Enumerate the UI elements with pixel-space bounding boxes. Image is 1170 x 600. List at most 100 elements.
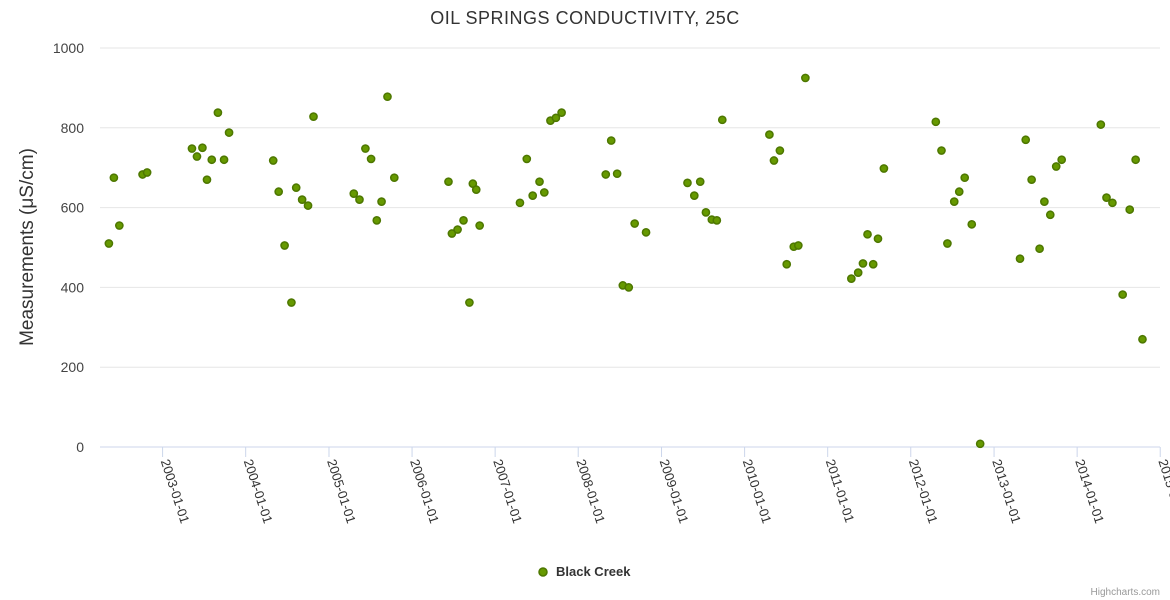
- data-point[interactable]: [104, 239, 114, 248]
- data-point[interactable]: [297, 195, 307, 204]
- data-point[interactable]: [695, 177, 705, 187]
- data-point[interactable]: [801, 73, 810, 83]
- y-axis-ticks: 0 200 400 600 800 1000: [53, 40, 84, 455]
- data-point[interactable]: [847, 274, 856, 283]
- data-point[interactable]: [641, 227, 651, 237]
- data-point[interactable]: [459, 216, 468, 225]
- data-point[interactable]: [207, 155, 217, 165]
- data-point[interactable]: [612, 169, 622, 179]
- data-point[interactable]: [793, 241, 803, 250]
- data-point[interactable]: [630, 219, 640, 228]
- data-point[interactable]: [717, 115, 727, 125]
- data-point[interactable]: [1131, 155, 1140, 165]
- data-point[interactable]: [557, 108, 566, 117]
- data-point[interactable]: [471, 185, 481, 194]
- data-point[interactable]: [383, 92, 392, 102]
- data-point[interactable]: [1015, 254, 1025, 264]
- data-point[interactable]: [769, 156, 779, 165]
- data-point[interactable]: [114, 221, 124, 230]
- data-point[interactable]: [515, 198, 525, 208]
- data-point[interactable]: [551, 113, 561, 123]
- data-point[interactable]: [931, 117, 941, 127]
- data-point[interactable]: [309, 112, 318, 121]
- data-point[interactable]: [287, 298, 296, 307]
- data-point[interactable]: [853, 268, 863, 277]
- data-point[interactable]: [967, 220, 977, 229]
- data-point[interactable]: [765, 130, 774, 139]
- data-point[interactable]: [1021, 135, 1031, 145]
- data-point[interactable]: [202, 175, 212, 185]
- data-point[interactable]: [606, 136, 616, 145]
- data-point[interactable]: [366, 154, 376, 164]
- data-point[interactable]: [949, 197, 959, 206]
- data-point[interactable]: [863, 229, 872, 239]
- data-point[interactable]: [1102, 193, 1111, 202]
- data-point[interactable]: [1138, 334, 1147, 344]
- data-point[interactable]: [198, 143, 207, 153]
- data-point[interactable]: [465, 298, 474, 307]
- data-point[interactable]: [528, 191, 538, 200]
- data-point[interactable]: [858, 259, 868, 268]
- data-point[interactable]: [943, 239, 952, 248]
- data-point[interactable]: [219, 155, 229, 165]
- data-point[interactable]: [303, 201, 313, 210]
- data-point[interactable]: [937, 146, 946, 155]
- data-point[interactable]: [447, 229, 457, 238]
- data-point[interactable]: [975, 439, 985, 449]
- data-point[interactable]: [1125, 205, 1135, 214]
- data-point[interactable]: [192, 152, 202, 161]
- data-point[interactable]: [539, 188, 549, 197]
- data-point[interactable]: [1108, 198, 1117, 208]
- data-point[interactable]: [444, 177, 453, 187]
- data-point[interactable]: [868, 259, 878, 269]
- data-point[interactable]: [1096, 120, 1106, 129]
- x-tick-label: 2003-01-01: [158, 457, 193, 525]
- data-point[interactable]: [349, 189, 359, 198]
- credits-link[interactable]: Highcharts.com: [1091, 587, 1160, 598]
- data-point[interactable]: [701, 208, 711, 217]
- data-point[interactable]: [1035, 244, 1044, 254]
- data-point[interactable]: [453, 225, 462, 234]
- data-point[interactable]: [389, 173, 399, 183]
- data-point[interactable]: [873, 234, 883, 244]
- grid-lines: [100, 47, 1160, 368]
- data-point[interactable]: [109, 173, 119, 183]
- data-point[interactable]: [689, 191, 699, 200]
- data-point[interactable]: [1045, 210, 1055, 220]
- data-point[interactable]: [291, 183, 301, 192]
- data-point[interactable]: [624, 283, 634, 292]
- data-point[interactable]: [1051, 162, 1061, 171]
- y-tick-label: 1000: [53, 40, 84, 56]
- data-point[interactable]: [522, 154, 532, 164]
- data-point[interactable]: [535, 177, 544, 187]
- data-point[interactable]: [1027, 175, 1036, 185]
- data-point[interactable]: [355, 195, 364, 204]
- data-point[interactable]: [683, 178, 692, 188]
- data-point[interactable]: [213, 108, 223, 117]
- x-tick-label: 2004-01-01: [241, 457, 276, 525]
- data-point[interactable]: [187, 144, 197, 153]
- y-tick-label: 400: [61, 279, 85, 295]
- data-point[interactable]: [879, 164, 889, 173]
- data-point[interactable]: [601, 170, 611, 179]
- data-point[interactable]: [1040, 197, 1049, 206]
- data-point[interactable]: [782, 259, 792, 269]
- data-point[interactable]: [712, 216, 722, 225]
- data-point[interactable]: [274, 187, 284, 196]
- data-point[interactable]: [224, 128, 234, 137]
- data-point[interactable]: [475, 221, 485, 230]
- data-point[interactable]: [377, 197, 386, 206]
- data-point[interactable]: [960, 173, 970, 183]
- data-point[interactable]: [1057, 155, 1067, 165]
- data-point[interactable]: [954, 187, 964, 196]
- legend[interactable]: Black Creek: [538, 564, 631, 579]
- data-point[interactable]: [142, 168, 152, 177]
- data-point[interactable]: [775, 146, 785, 155]
- data-point[interactable]: [268, 156, 278, 165]
- data-point[interactable]: [372, 216, 382, 225]
- x-tick-label: 2010-01-01: [740, 457, 775, 525]
- data-point[interactable]: [361, 144, 370, 153]
- data-point[interactable]: [280, 241, 289, 250]
- data-point[interactable]: [1118, 290, 1128, 299]
